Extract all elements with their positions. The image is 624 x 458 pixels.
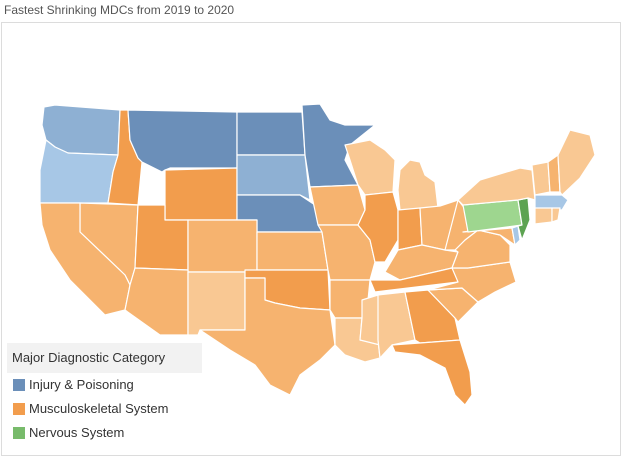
state-sd[interactable] bbox=[236, 154, 311, 201]
state-in[interactable] bbox=[397, 207, 423, 251]
state-ca[interactable] bbox=[39, 202, 131, 316]
legend-label-injury: Injury & Poisoning bbox=[29, 377, 134, 392]
legend-label-musculoskeletal: Musculoskeletal System bbox=[29, 401, 169, 416]
state-az[interactable] bbox=[124, 267, 189, 336]
state-ks[interactable] bbox=[256, 231, 329, 271]
state-tx[interactable] bbox=[199, 277, 336, 396]
legend-swatch-injury bbox=[13, 379, 25, 391]
state-ia[interactable] bbox=[309, 184, 366, 226]
legend-item-injury[interactable]: Injury & Poisoning bbox=[7, 373, 212, 397]
state-me[interactable] bbox=[557, 129, 596, 196]
state-il[interactable] bbox=[357, 191, 399, 263]
legend-item-musculoskeletal[interactable]: Musculoskeletal System bbox=[7, 397, 212, 421]
state-co[interactable] bbox=[187, 219, 258, 273]
legend-swatch-nervous bbox=[13, 427, 25, 439]
state-nm[interactable] bbox=[187, 271, 246, 336]
chart-title: Fastest Shrinking MDCs from 2019 to 2020 bbox=[4, 3, 235, 17]
legend-title: Major Diagnostic Category bbox=[7, 343, 202, 373]
state-wy[interactable] bbox=[164, 167, 238, 221]
state-ct[interactable] bbox=[534, 207, 553, 225]
state-mt[interactable] bbox=[127, 109, 238, 173]
legend-item-nervous[interactable]: Nervous System bbox=[7, 421, 212, 445]
state-ri[interactable] bbox=[551, 207, 561, 223]
state-de[interactable] bbox=[511, 225, 521, 246]
state-mi[interactable] bbox=[397, 159, 439, 211]
state-nd[interactable] bbox=[236, 111, 306, 156]
state-vt[interactable] bbox=[531, 161, 551, 196]
legend-swatch-musculoskeletal bbox=[13, 403, 25, 415]
legend: Major Diagnostic Category Injury & Poiso… bbox=[7, 343, 212, 453]
state-ms[interactable] bbox=[359, 294, 381, 346]
state-ma[interactable] bbox=[534, 194, 569, 211]
state-fl[interactable] bbox=[391, 339, 473, 406]
state-ny[interactable] bbox=[457, 167, 536, 206]
legend-label-nervous: Nervous System bbox=[29, 425, 125, 440]
